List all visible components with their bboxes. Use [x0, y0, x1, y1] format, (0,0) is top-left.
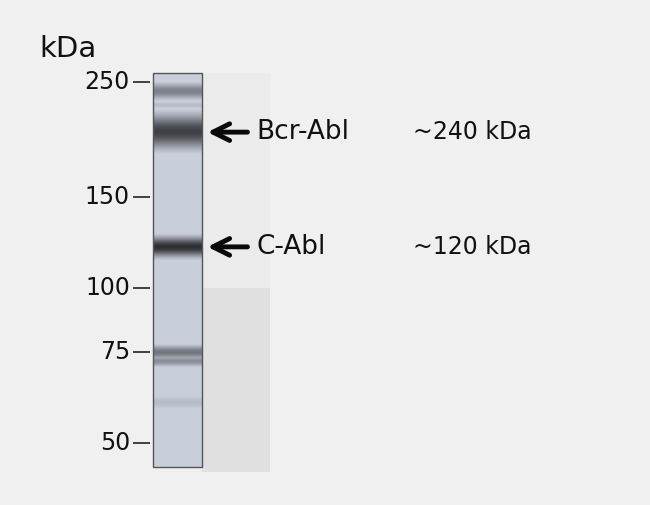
Bar: [202, 288, 270, 472]
Text: 75: 75: [99, 340, 130, 365]
Text: ~120 kDa: ~120 kDa: [413, 235, 531, 259]
Text: kDa: kDa: [39, 35, 96, 63]
Text: Bcr-Abl: Bcr-Abl: [257, 119, 350, 145]
Bar: [202, 73, 270, 288]
Bar: [153, 73, 202, 467]
Text: 50: 50: [99, 431, 130, 456]
Text: 150: 150: [85, 185, 130, 209]
Text: 250: 250: [84, 70, 130, 94]
Text: C-Abl: C-Abl: [257, 234, 326, 260]
Text: 100: 100: [85, 276, 130, 300]
Text: ~240 kDa: ~240 kDa: [413, 120, 532, 144]
